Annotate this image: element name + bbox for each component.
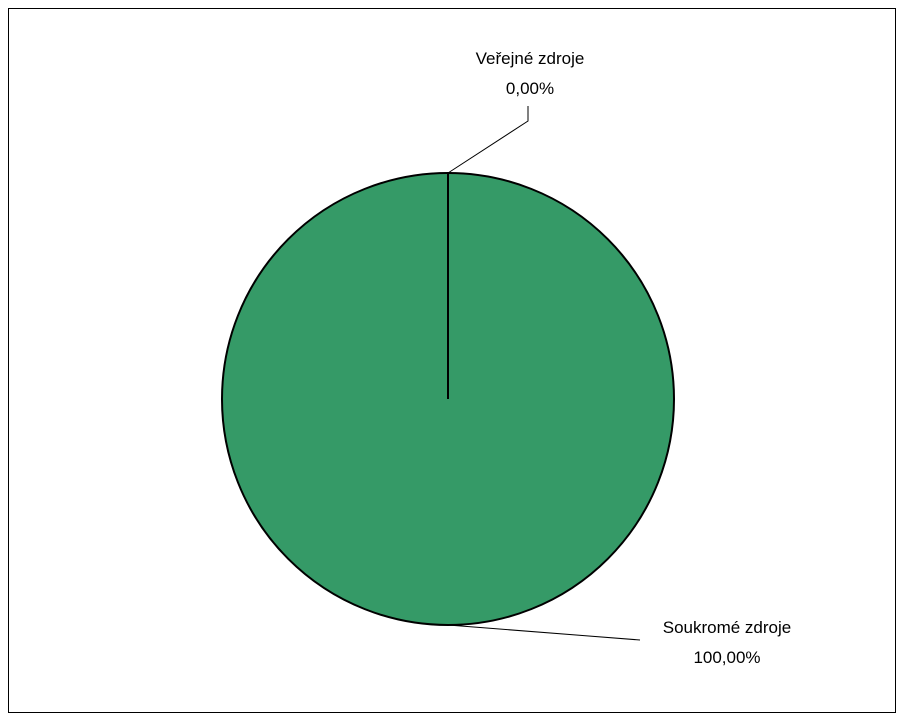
slice-label-soukrome-name: Soukromé zdroje [663,618,792,637]
leader-line-soukrome [447,624,641,641]
slice-label-verejne-percent: 0,00% [506,79,554,98]
slice-label-soukrome-percent: 100,00% [693,648,760,667]
slice-label-soukrome: Soukromé zdroje 100,00% [663,618,792,667]
slice-label-verejne-name: Veřejné zdroje [476,49,585,68]
slice-label-verejne: Veřejné zdroje 0,00% [476,49,585,98]
leader-line-verejne [447,106,529,174]
leader-lines [447,106,641,641]
pie-slices [221,172,675,626]
